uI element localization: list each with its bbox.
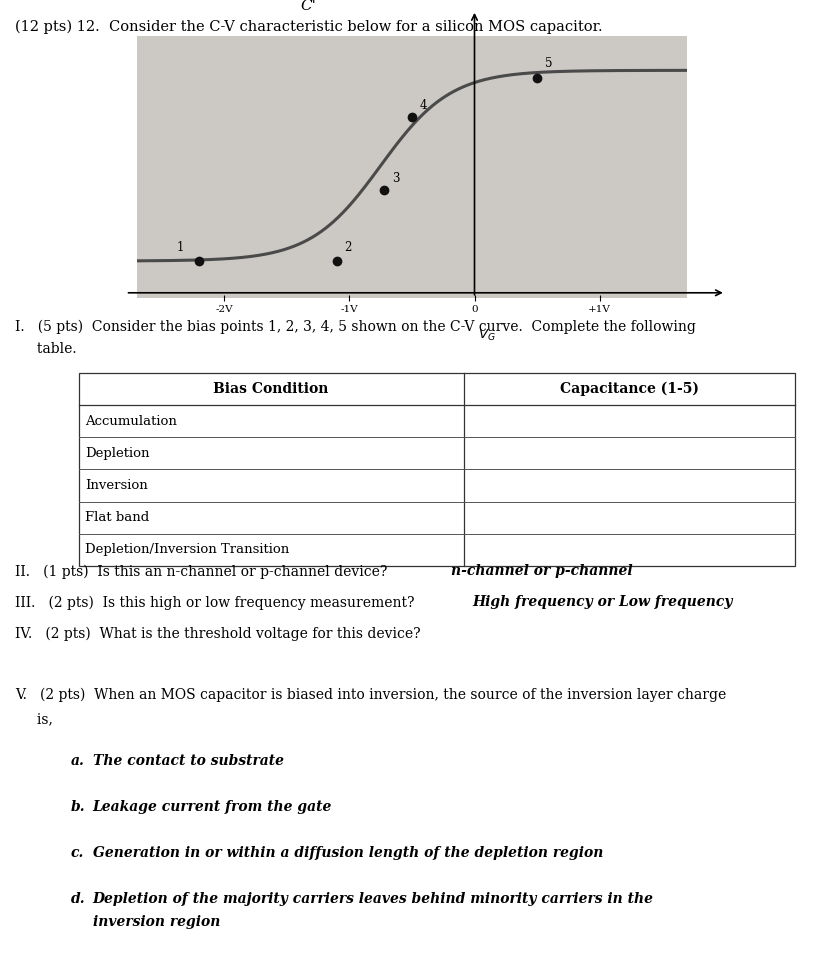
Text: inversion region: inversion region	[93, 915, 220, 928]
Text: c.: c.	[70, 846, 84, 860]
Text: (12 pts) 12.  Consider the C-V characteristic below for a silicon MOS capacitor.: (12 pts) 12. Consider the C-V characteri…	[15, 20, 602, 34]
Text: 5: 5	[544, 58, 552, 70]
Text: IV.   (2 pts)  What is the threshold voltage for this device?: IV. (2 pts) What is the threshold voltag…	[15, 627, 420, 641]
Text: Flat band: Flat band	[85, 511, 150, 524]
Text: $V_G$: $V_G$	[477, 328, 495, 343]
Text: 4: 4	[419, 99, 427, 112]
Text: High frequency or Low frequency: High frequency or Low frequency	[471, 595, 732, 609]
Text: V.   (2 pts)  When an MOS capacitor is biased into inversion, the source of the : V. (2 pts) When an MOS capacitor is bias…	[15, 688, 725, 703]
Text: Depletion: Depletion	[85, 447, 150, 460]
Text: Accumulation: Accumulation	[85, 415, 177, 427]
Text: Generation in or within a diffusion length of the depletion region: Generation in or within a diffusion leng…	[93, 846, 602, 860]
Text: 3: 3	[391, 172, 399, 185]
Text: III.   (2 pts)  Is this high or low frequency measurement?: III. (2 pts) Is this high or low frequen…	[15, 595, 423, 610]
Text: n-channel or p-channel: n-channel or p-channel	[451, 564, 632, 578]
Text: d.: d.	[70, 892, 85, 906]
Text: II.   (1 pts)  Is this an n-channel or p-channel device?: II. (1 pts) Is this an n-channel or p-ch…	[15, 564, 395, 579]
Text: 1: 1	[176, 241, 184, 254]
Text: Bias Condition: Bias Condition	[213, 382, 328, 396]
Text: Leakage current from the gate: Leakage current from the gate	[93, 800, 332, 814]
Text: Inversion: Inversion	[85, 479, 148, 492]
Text: Depletion of the majority carriers leaves behind minority carriers in the: Depletion of the majority carriers leave…	[93, 892, 653, 906]
Text: table.: table.	[15, 342, 76, 355]
Text: Capacitance (1-5): Capacitance (1-5)	[559, 382, 698, 396]
Text: b.: b.	[70, 800, 85, 814]
Text: C': C'	[300, 0, 316, 13]
Text: The contact to substrate: The contact to substrate	[93, 754, 284, 768]
Text: Depletion/Inversion Transition: Depletion/Inversion Transition	[85, 544, 289, 556]
Text: 2: 2	[344, 241, 351, 254]
Text: is,: is,	[15, 712, 53, 726]
Text: I.   (5 pts)  Consider the bias points 1, 2, 3, 4, 5 shown on the C-V curve.  Co: I. (5 pts) Consider the bias points 1, 2…	[15, 319, 695, 334]
Text: a.: a.	[70, 754, 84, 768]
